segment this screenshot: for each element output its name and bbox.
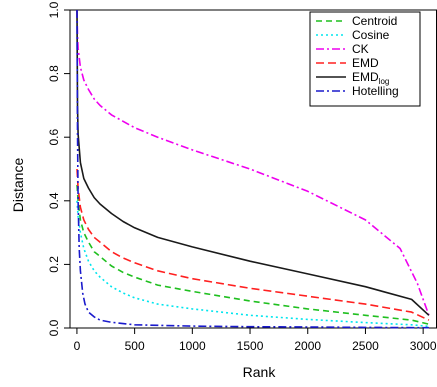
x-tick-label: 2500 bbox=[352, 339, 379, 353]
legend-label-centroid: Centroid bbox=[352, 14, 397, 28]
y-tick-label: 1.0 bbox=[47, 1, 61, 18]
legend-label-ck: CK bbox=[352, 42, 369, 56]
y-tick-label: 0.4 bbox=[47, 192, 61, 209]
legend-label-emdlog: EMDlog bbox=[352, 70, 389, 86]
x-tick-label: 500 bbox=[125, 339, 145, 353]
series-line-centroid bbox=[76, 184, 430, 325]
series-line-hotelling bbox=[76, 9, 429, 329]
x-tick-label: 2000 bbox=[294, 339, 321, 353]
x-tick-label: 1000 bbox=[179, 339, 206, 353]
y-tick-label: 0.2 bbox=[47, 256, 61, 273]
x-axis-title: Rank bbox=[243, 364, 277, 380]
y-tick-label: 0.0 bbox=[47, 319, 61, 336]
x-tick-label: 0 bbox=[74, 339, 81, 353]
x-tick-label: 1500 bbox=[237, 339, 264, 353]
x-tick-label: 3000 bbox=[410, 339, 437, 353]
y-tick-label: 0.8 bbox=[47, 65, 61, 82]
series-line-emdlog bbox=[76, 9, 430, 316]
series-line-ck bbox=[76, 9, 430, 316]
legend-label-cosine: Cosine bbox=[352, 28, 390, 42]
y-tick-label: 0.6 bbox=[47, 129, 61, 146]
y-axis-title: Distance bbox=[10, 158, 26, 213]
legend-label-hotelling: Hotelling bbox=[352, 84, 399, 98]
series-line-emd bbox=[76, 168, 430, 321]
legend-label-emd: EMD bbox=[352, 56, 379, 70]
series-line-cosine bbox=[76, 200, 429, 328]
